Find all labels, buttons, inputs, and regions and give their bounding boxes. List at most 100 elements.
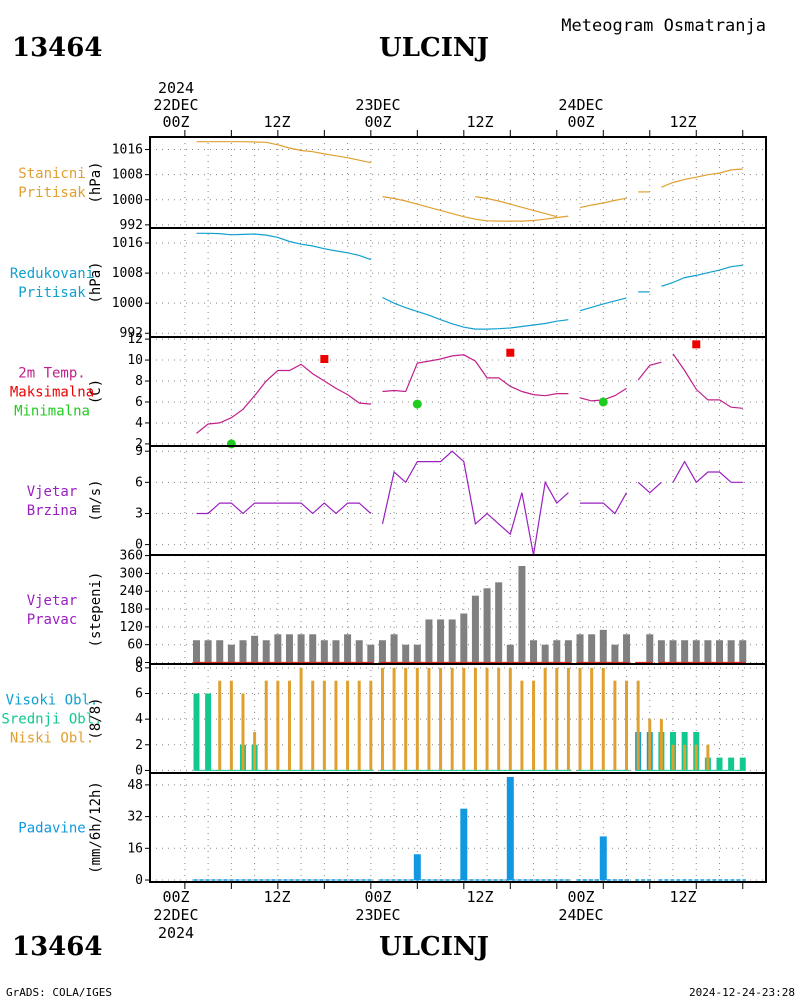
top-date-23: 23DEC: [355, 96, 400, 114]
cloud-bar: [193, 693, 200, 771]
wind-direction-bar: [530, 640, 538, 663]
top-hour-3: 12Z: [466, 113, 493, 131]
wind-direction-bar: [460, 613, 468, 663]
wind-direction-bar: [239, 640, 247, 663]
wind-direction-bar: [576, 634, 584, 663]
bottom-hour-3: 12Z: [466, 888, 493, 906]
precip-bar: [413, 854, 421, 881]
bottom-hour-0: 00Z: [162, 888, 189, 906]
clouds-ytick-label: 0: [135, 763, 143, 778]
cloud-bar: [299, 667, 303, 771]
clouds-ytick-label: 4: [135, 712, 143, 727]
wind-direction-bar: [646, 634, 654, 663]
temperature-title-line: Minimalna: [14, 404, 90, 420]
wind-direction-bar: [285, 634, 293, 663]
wind-direction-bar: [402, 644, 410, 663]
wind-direction-bar: [657, 640, 665, 663]
wind_speed-ytick-label: 6: [135, 475, 143, 490]
render-timestamp: 2024-12-24-23:28: [689, 986, 795, 999]
wind-direction-bar: [355, 640, 363, 663]
wind-direction-bar: [227, 644, 235, 663]
temperature-series-line: [196, 363, 371, 434]
wind-direction-bar: [495, 582, 503, 663]
precipitation-ytick-label: 48: [127, 778, 143, 793]
cloud-bar: [462, 667, 466, 771]
cloud-bar: [659, 719, 663, 771]
precipitation-frame: [149, 772, 767, 883]
clouds-title-line: Niski Obl.: [10, 731, 94, 747]
wind_speed-series-line: [196, 502, 372, 515]
cloud-bar: [728, 757, 735, 771]
wind_speed-series-line: [672, 460, 743, 484]
reduced_pressure-ytick-label: 1008: [112, 266, 143, 281]
cloud-bar: [450, 667, 454, 771]
wind-direction-bar: [309, 634, 317, 663]
tmax-marker: [320, 355, 329, 364]
wind-direction-bar: [518, 565, 526, 663]
cloud-bar: [415, 667, 419, 771]
cloud-bar: [369, 680, 373, 771]
clouds-title-line: Visoki Obl.: [6, 693, 99, 709]
station_pressure-series-line: [661, 168, 743, 188]
wind_direction-ytick-label: 300: [120, 566, 143, 581]
cloud-bar: [706, 744, 710, 771]
precip-bar: [599, 836, 607, 881]
cloud-bar: [625, 680, 629, 771]
reduced_pressure-series-line: [382, 296, 569, 330]
wind-direction-bar: [251, 635, 259, 663]
meteogram-subtitle: Meteogram Osmatranja: [561, 16, 766, 36]
precip-bar: [506, 776, 514, 881]
cloud-bar: [555, 667, 559, 771]
wind_direction-ylabel: (stepeni): [88, 572, 104, 648]
wind-direction-bar: [692, 640, 700, 663]
station_pressure-series-line: [579, 197, 627, 209]
station_pressure-ytick-label: 1000: [112, 193, 143, 208]
wind_direction-ytick-label: 120: [120, 620, 143, 635]
wind-direction-bar: [471, 595, 479, 663]
precipitation-title-line: Padavine: [18, 821, 85, 837]
wind-direction-bar: [611, 644, 619, 663]
wind_speed-title-line: Brzina: [27, 503, 78, 519]
cloud-bar: [683, 744, 687, 771]
cloud-bar: [229, 680, 233, 771]
reduced_pressure-series-line: [579, 297, 627, 312]
cloud-bar: [264, 680, 268, 771]
reduced_pressure-ytick-label: 1016: [112, 236, 143, 251]
station_pressure-ytick-label: 1008: [112, 168, 143, 183]
bottom-hour-1: 12Z: [263, 888, 290, 906]
wind-direction-bar: [192, 640, 200, 663]
cloud-bar: [473, 667, 477, 771]
wind-direction-bar: [506, 644, 514, 663]
station_pressure-series-line: [196, 141, 557, 218]
cloud-bar: [566, 667, 570, 771]
precipitation-ytick-label: 16: [127, 841, 143, 856]
wind-direction-bar: [564, 640, 572, 663]
station-id-bottom: 13464: [12, 932, 102, 962]
precipitation-ylabel: (mm/6h/12h): [88, 781, 104, 874]
wind-direction-bar: [344, 634, 352, 663]
wind_direction-ytick-label: 0: [135, 656, 143, 671]
top-year-label: 2024: [158, 79, 194, 97]
temperature-series-line: [672, 353, 743, 409]
top-hour-4: 00Z: [567, 113, 594, 131]
bottom-year-label: 2024: [158, 924, 194, 942]
bottom-date-22: 22DEC: [153, 906, 198, 924]
temperature-ytick-label: 2: [135, 437, 143, 452]
station_pressure-ylabel: (hPa): [88, 161, 104, 203]
wind-direction-bar: [681, 640, 689, 663]
temperature-ytick-label: 8: [135, 374, 143, 389]
wind-direction-bar: [378, 640, 386, 663]
wind-direction-bar: [483, 588, 491, 663]
cloud-bar: [241, 693, 245, 771]
top-hour-1: 12Z: [263, 113, 290, 131]
top-hour-0: 00Z: [162, 113, 189, 131]
top-hour-2: 00Z: [364, 113, 391, 131]
precipitation-ytick-label: 32: [127, 810, 143, 825]
temperature-frame: [149, 336, 767, 447]
reduced_pressure-ytick-label: 1000: [112, 296, 143, 311]
wind-direction-bar: [623, 634, 631, 663]
cloud-bar: [648, 719, 652, 771]
wind-direction-bar: [390, 634, 398, 663]
cloud-bar: [276, 680, 280, 771]
